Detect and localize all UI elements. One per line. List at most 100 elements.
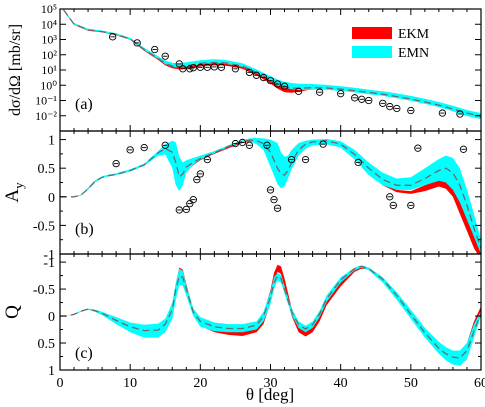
data-point: [193, 175, 201, 184]
y-tick-label: 10⁰: [40, 78, 57, 92]
data-point: [175, 206, 183, 214]
legend-label-ekm: EKM: [398, 27, 430, 42]
y-tick-label: 1: [48, 364, 55, 379]
data-point: [161, 52, 169, 60]
data-point: [386, 193, 394, 201]
band-ekm: [60, 264, 481, 359]
data-point: [386, 102, 394, 111]
y-tick-label: 0: [48, 191, 55, 206]
x-tick-label: 40: [334, 376, 348, 391]
data-point: [151, 45, 159, 54]
data-point: [270, 196, 278, 204]
central-curve: [60, 265, 481, 359]
x-tick-label: 30: [264, 376, 278, 391]
x-tick-label: 50: [404, 376, 418, 391]
y-axis-label: Q: [2, 305, 23, 319]
y-tick-label: 1: [48, 134, 55, 149]
data-point: [438, 109, 447, 117]
y-tick-label: 10⁴: [41, 17, 57, 31]
y-tick-label: 0: [48, 310, 55, 325]
data-point: [354, 158, 362, 167]
data-point: [319, 140, 327, 148]
central-curve: [62, 9, 481, 117]
data-point: [407, 201, 415, 210]
panel-3: -1 -0.5 0 0.5 1 Q (c): [2, 253, 482, 379]
data-point: [389, 201, 397, 210]
data-point: [210, 63, 219, 71]
data-point: [280, 82, 289, 90]
data-point: [231, 139, 240, 148]
data-point: [108, 33, 117, 41]
data-point: [217, 63, 226, 71]
panel-label: (b): [75, 221, 94, 238]
data-point: [259, 73, 268, 82]
y-tick-label: 0.5: [38, 162, 56, 177]
data-point: [175, 60, 183, 68]
band-emn: [60, 265, 481, 366]
data-point: [231, 65, 240, 73]
data-point: [252, 71, 261, 79]
y-tick-label: 10²: [41, 48, 57, 62]
legend-swatch-ekm: [352, 27, 392, 39]
data-point: [112, 159, 120, 168]
legend-label-emn: EMN: [398, 46, 429, 61]
data-point: [456, 110, 464, 118]
panel-frame: [59, 253, 482, 371]
data-point: [273, 204, 282, 212]
x-tick-label: 10: [123, 376, 137, 391]
data-point: [273, 80, 282, 88]
y-axis-label: dσ/dΩ [mb/sr]: [7, 24, 24, 116]
y-tick-label: 10⁵: [41, 2, 57, 16]
data-point: [186, 200, 194, 208]
panel-label: (c): [75, 345, 93, 362]
x-axis: 0 10 20 30 40 50 60: [57, 376, 485, 391]
y-tick-label: 10⁻¹: [35, 94, 57, 108]
data-point: [189, 64, 197, 72]
data-point: [203, 155, 212, 164]
data-point: [266, 77, 275, 85]
y-tick-label: 0.5: [38, 337, 56, 352]
data-point: [301, 155, 310, 164]
band-emn: [63, 9, 481, 120]
central-curve: [60, 139, 481, 249]
data-point: [186, 65, 194, 73]
data-point: [238, 138, 247, 147]
data-point: [245, 68, 254, 77]
data-point: [245, 141, 254, 149]
data-point: [263, 141, 271, 149]
data-point: [287, 155, 296, 164]
data-point: [161, 141, 169, 149]
data-point: [315, 88, 324, 96]
data-point: [196, 63, 204, 71]
y-tick-label: -1: [43, 248, 55, 263]
data-point: [182, 205, 190, 214]
data-point: [365, 96, 373, 105]
data-point: [358, 95, 366, 103]
data-point: [351, 94, 359, 102]
data-point: [189, 196, 197, 204]
data-point: [414, 144, 422, 152]
y-axis-label: Ay: [2, 182, 26, 203]
y-tick-label: -0.5: [33, 283, 55, 298]
panel-2: 1 0.5 0 -0.5 -1 Ay (b): [2, 130, 482, 263]
x-tick-label: 60: [474, 376, 485, 391]
data-point: [126, 146, 134, 154]
data-point: [379, 99, 387, 108]
data-point: [459, 145, 468, 153]
x-tick-label: 20: [193, 376, 207, 391]
data-point: [133, 39, 141, 47]
panel-label: (a): [75, 96, 93, 113]
data-point: [140, 143, 148, 152]
x-axis-label: θ [deg]: [246, 385, 294, 404]
data-point: [203, 63, 212, 71]
data-point: [294, 87, 303, 95]
data-point: [407, 106, 415, 115]
legend: EKM EMN: [352, 27, 430, 61]
y-tick-label: 10³: [41, 33, 57, 47]
data-point: [266, 186, 275, 194]
data-point: [179, 65, 187, 73]
data-point: [196, 170, 204, 178]
